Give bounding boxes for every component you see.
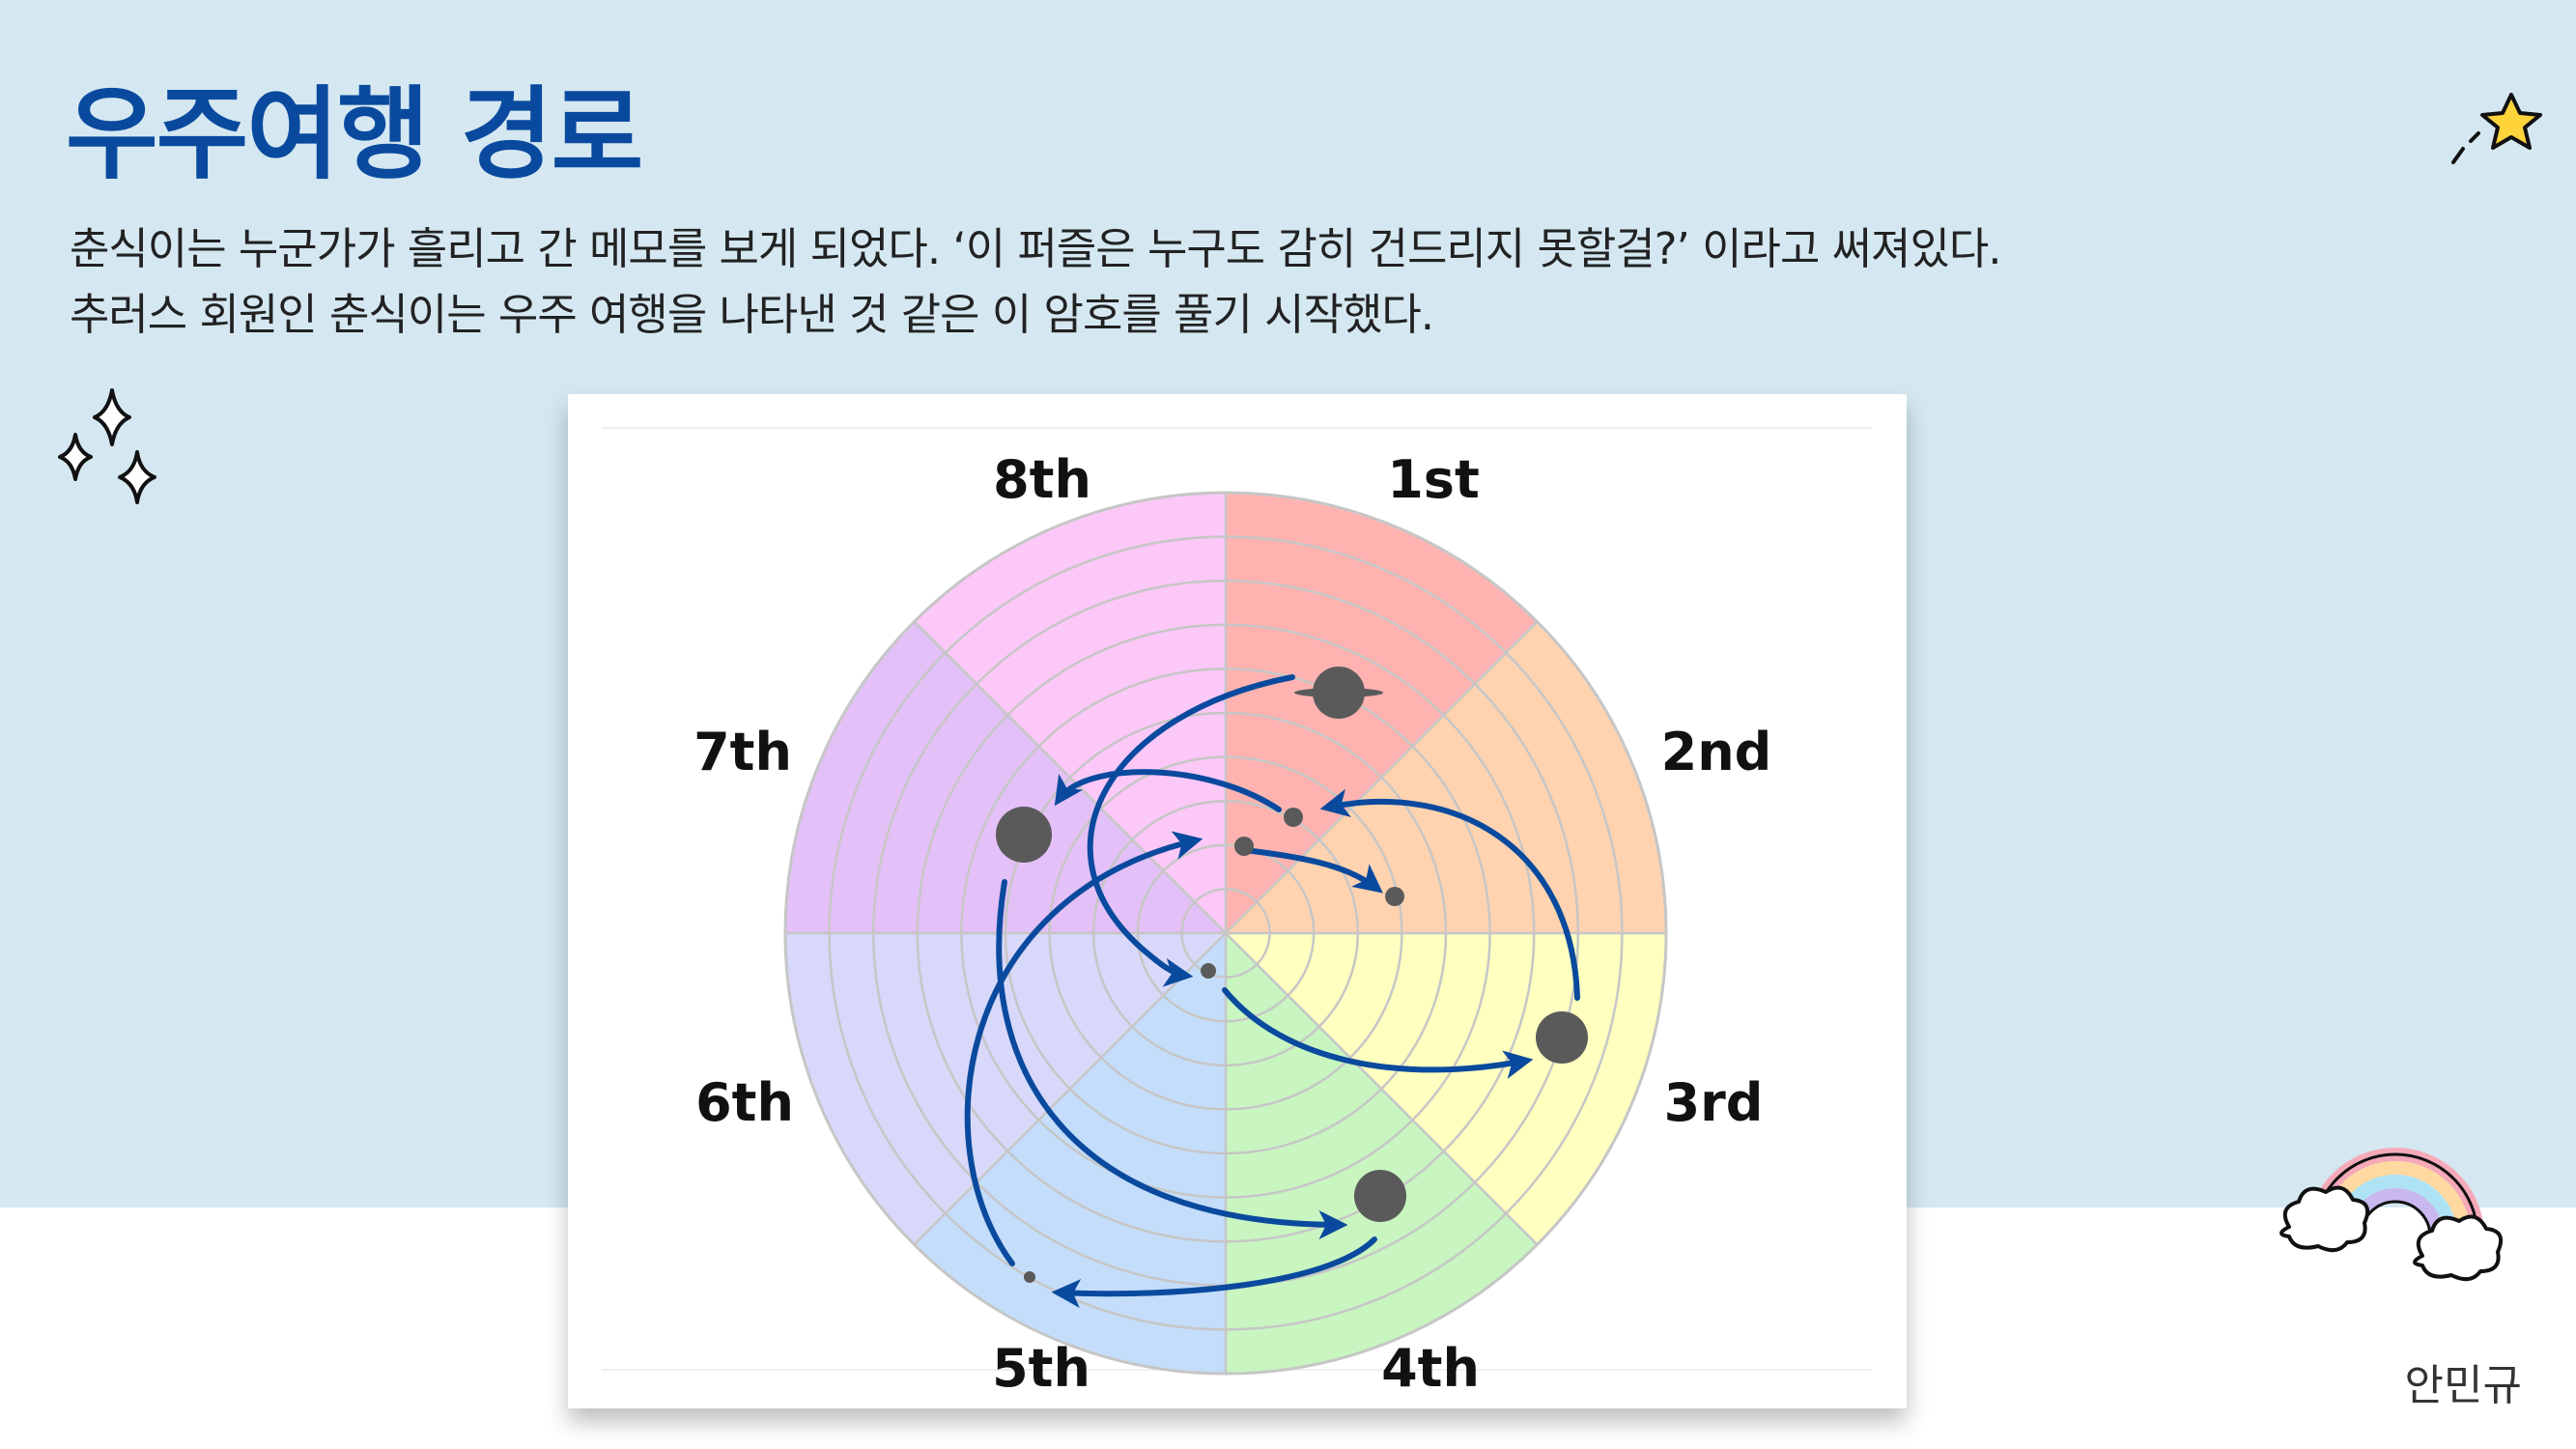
- planet-small: [1201, 963, 1216, 979]
- sector-1st: [1226, 493, 1538, 933]
- sparkles-icon: [58, 388, 156, 504]
- rainbow-icon: [2279, 1148, 2503, 1282]
- space-route-diagram: 1st 2nd 3rd 4th 5th 6th 7th 8th: [602, 427, 1872, 1399]
- route-arrow: [1087, 674, 1295, 987]
- sector-5th: [914, 933, 1226, 1374]
- sector-label-7th: 7th: [694, 722, 792, 782]
- planet-small: [1284, 808, 1303, 827]
- author-name: 안민규: [2404, 1361, 2522, 1410]
- route-arrow: [1241, 847, 1383, 894]
- sector-divider: [1225, 932, 1539, 1246]
- diagram-card: 1st 2nd 3rd 4th 5th 6th 7th 8th: [568, 394, 1907, 1408]
- shooting-star-icon: [2451, 93, 2542, 164]
- planet-large: [1354, 1170, 1406, 1222]
- sector-4th: [1226, 933, 1538, 1374]
- planet-large: [1313, 667, 1365, 719]
- route-arrow: [1054, 769, 1282, 812]
- sector-2nd: [1226, 621, 1666, 933]
- planet-large: [1536, 1011, 1588, 1064]
- description-line-2: 추러스 회원인 춘식이는 우주 여행을 나타낸 것 같은 이 암호를 풀기 시작…: [70, 289, 1434, 340]
- sector-label-1st: 1st: [1387, 449, 1480, 510]
- description: 춘식이는 누군가가 흘리고 간 메모를 보게 되었다. ‘이 퍼즐은 누구도 감…: [70, 216, 2002, 348]
- route-arrow: [1319, 788, 1580, 1001]
- planet-small: [1024, 1271, 1035, 1283]
- route-arrow: [964, 831, 1203, 1266]
- spoke-group: [785, 493, 1666, 1374]
- route-arrow: [1051, 1236, 1377, 1309]
- sector-8th: [914, 493, 1226, 933]
- route-arrow: [1222, 987, 1534, 1079]
- sector-label-8th: 8th: [993, 449, 1091, 510]
- planet-small: [1234, 837, 1254, 856]
- planet-small: [1385, 887, 1404, 906]
- sector-3rd: [1226, 933, 1666, 1245]
- sector-group: [785, 493, 1666, 1374]
- planet-large: [996, 807, 1052, 863]
- route-arrow: [996, 879, 1348, 1239]
- sector-label-2nd: 2nd: [1661, 722, 1772, 782]
- sector-label-5th: 5th: [992, 1338, 1090, 1399]
- sector-label-3rd: 3rd: [1664, 1072, 1764, 1133]
- sector-label-4th: 4th: [1381, 1338, 1480, 1399]
- page-title: 우주여행 경로: [66, 75, 643, 193]
- sector-label-6th: 6th: [695, 1072, 794, 1133]
- description-line-1: 춘식이는 누군가가 흘리고 간 메모를 보게 되었다. ‘이 퍼즐은 누구도 감…: [70, 223, 2002, 274]
- sector-divider: [1225, 620, 1539, 934]
- sector-6th: [785, 933, 1226, 1245]
- sector-7th: [785, 621, 1226, 933]
